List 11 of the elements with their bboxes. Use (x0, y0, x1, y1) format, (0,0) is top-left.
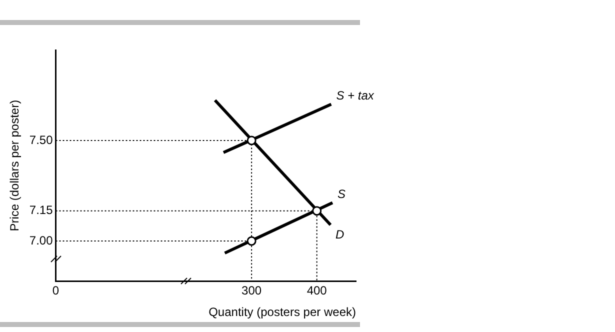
y-tick-label: 7.00 (29, 233, 54, 248)
x-tick-label: 400 (306, 284, 328, 298)
series-label: S (338, 187, 346, 202)
y-tick-label: 7.50 (29, 132, 54, 147)
x-axis-title: Quantity (posters per week) (208, 305, 356, 320)
series-label: S + tax (336, 88, 375, 103)
x-tick-label: 0 (52, 284, 60, 298)
x-tick-label: 300 (242, 284, 262, 298)
series-label: D (336, 227, 345, 242)
y-axis-title: Price (dollars per poster) (8, 100, 22, 232)
y-tick-label: 7.15 (29, 203, 54, 218)
